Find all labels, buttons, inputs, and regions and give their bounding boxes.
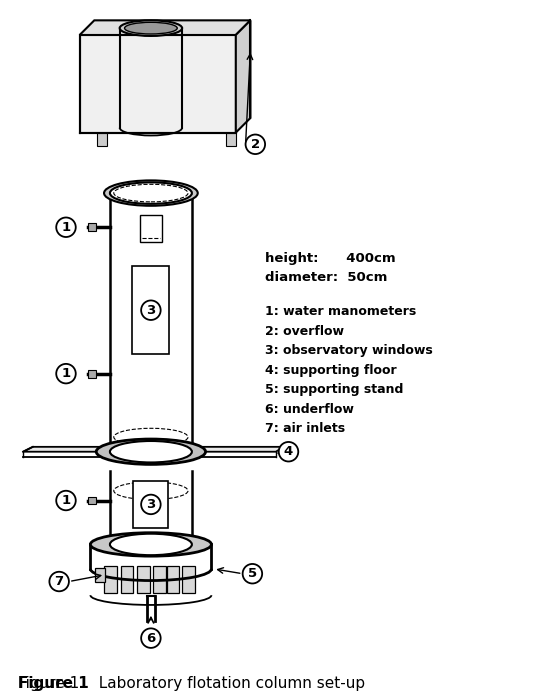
Bar — [153, 566, 165, 594]
Polygon shape — [23, 447, 284, 452]
Text: 5: supporting stand: 5: supporting stand — [265, 384, 403, 396]
Bar — [166, 566, 179, 594]
Circle shape — [141, 495, 161, 514]
Bar — [89, 223, 96, 231]
Bar — [182, 566, 195, 594]
Text: 4: 4 — [284, 445, 293, 458]
Ellipse shape — [110, 182, 192, 204]
Text: Figure 1    Laboratory flotation column set-up: Figure 1 Laboratory flotation column set… — [18, 676, 365, 692]
Bar — [137, 566, 150, 594]
Text: 3: 3 — [146, 498, 156, 511]
Text: 6: underflow: 6: underflow — [265, 403, 354, 416]
Text: 1: 1 — [61, 494, 70, 507]
Circle shape — [141, 300, 161, 320]
Bar — [104, 566, 117, 594]
Bar — [121, 566, 133, 594]
Bar — [89, 370, 96, 377]
Text: 1: 1 — [61, 221, 70, 234]
Circle shape — [141, 628, 161, 648]
Text: 1: 1 — [61, 367, 70, 380]
Polygon shape — [79, 20, 250, 35]
Bar — [79, 35, 236, 133]
Ellipse shape — [120, 20, 182, 36]
Text: 3: 3 — [146, 304, 156, 317]
Bar — [133, 481, 169, 528]
Bar — [132, 266, 170, 354]
Text: 1: water manometers: 1: water manometers — [265, 305, 416, 318]
Circle shape — [243, 564, 262, 584]
Polygon shape — [236, 20, 250, 133]
Text: height:      400cm: height: 400cm — [265, 252, 396, 265]
Bar — [226, 133, 236, 146]
Circle shape — [56, 364, 76, 384]
Text: 3: observatory windows: 3: observatory windows — [265, 344, 433, 357]
Text: Figure 1: Figure 1 — [18, 676, 89, 692]
Text: 6: 6 — [146, 632, 156, 645]
Circle shape — [49, 572, 69, 591]
Circle shape — [279, 442, 298, 461]
Text: 2: 2 — [251, 138, 260, 151]
Bar — [97, 133, 107, 146]
Ellipse shape — [110, 441, 192, 462]
Ellipse shape — [110, 534, 192, 555]
Text: 7: air inlets: 7: air inlets — [265, 423, 345, 436]
Ellipse shape — [125, 22, 177, 34]
Ellipse shape — [96, 439, 206, 464]
Bar — [95, 568, 105, 582]
Text: 7: 7 — [55, 575, 64, 588]
Bar — [140, 215, 162, 242]
Text: 5: 5 — [248, 567, 257, 580]
Circle shape — [245, 135, 265, 154]
Circle shape — [56, 491, 76, 510]
Ellipse shape — [104, 181, 198, 206]
Text: diameter:  50cm: diameter: 50cm — [265, 271, 388, 284]
Bar — [89, 497, 96, 505]
Ellipse shape — [90, 533, 212, 556]
Circle shape — [56, 218, 76, 237]
Text: 2: overflow: 2: overflow — [265, 325, 344, 338]
Text: 4: supporting floor: 4: supporting floor — [265, 364, 397, 377]
